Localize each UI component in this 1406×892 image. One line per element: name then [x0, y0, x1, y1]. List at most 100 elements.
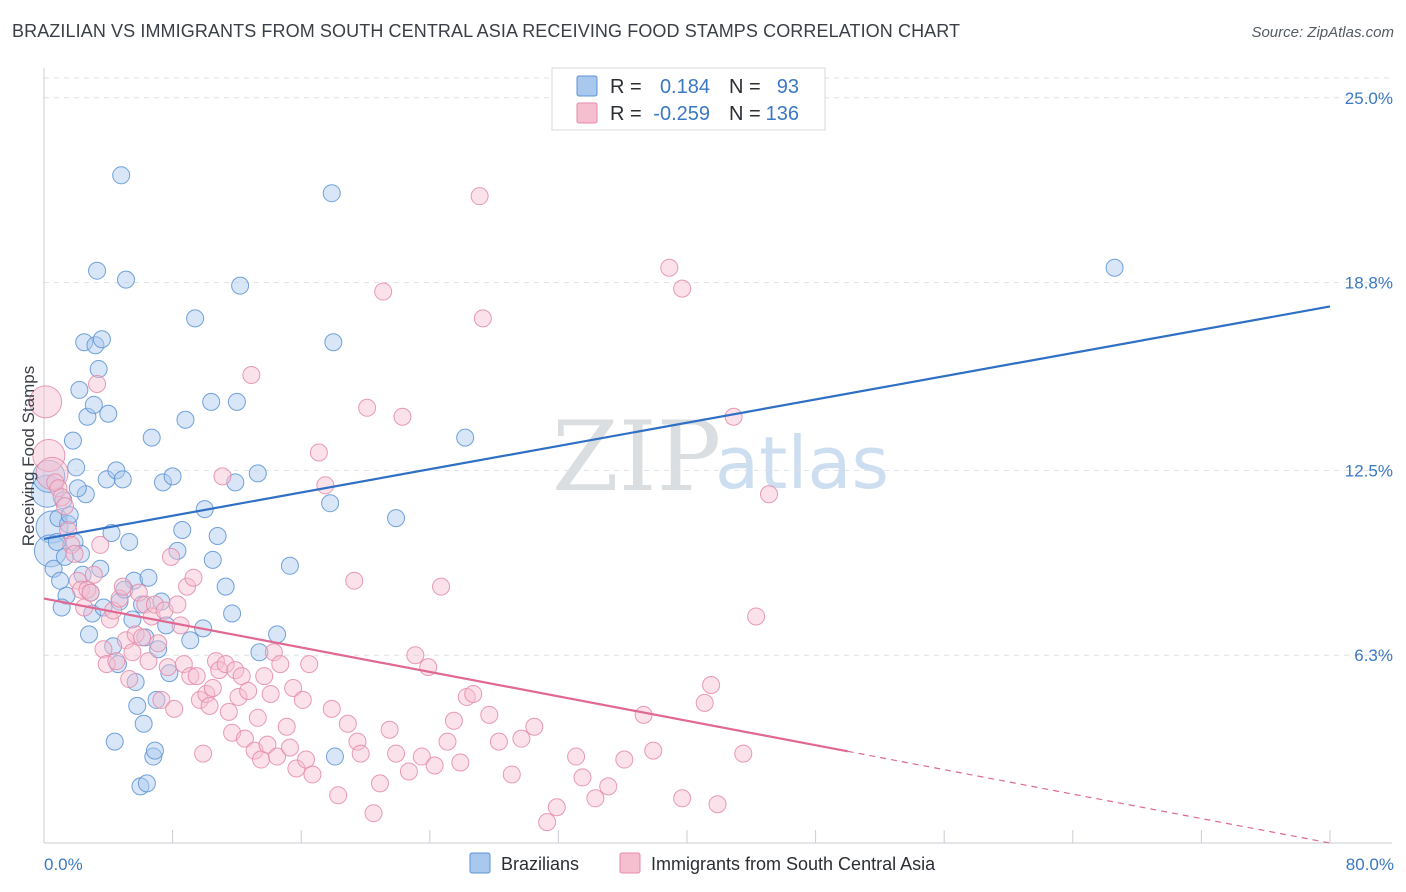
data-point-brazilians — [107, 461, 126, 480]
legend-swatch-pink — [576, 102, 598, 124]
data-point-south-central-asia — [444, 711, 463, 730]
grid-lines — [44, 77, 1392, 656]
data-point-south-central-asia — [71, 580, 90, 599]
data-point-brazilians — [88, 261, 107, 280]
data-point-south-central-asia — [184, 568, 203, 587]
data-point-south-central-asia — [351, 744, 370, 763]
data-point-south-central-asia — [451, 753, 470, 772]
data-point-south-central-asia — [525, 717, 544, 736]
data-point-south-central-asia — [123, 643, 142, 662]
data-point-south-central-asia — [464, 684, 483, 703]
data-point-brazilians — [231, 276, 250, 295]
data-point-south-central-asia — [406, 646, 425, 665]
watermark-zip: ZIP — [552, 401, 721, 513]
data-point-brazilians — [120, 532, 139, 551]
data-point-brazilians — [147, 690, 166, 709]
axes — [43, 68, 1392, 844]
y-tick-label: 6.3% — [1354, 646, 1393, 665]
data-point-south-central-asia — [149, 634, 168, 653]
y-axis-label: Receiving Food Stamps — [19, 366, 38, 546]
data-point-south-central-asia — [213, 467, 232, 486]
data-point-brazilians — [113, 470, 132, 489]
data-point-brazilians — [59, 515, 78, 534]
source-credit: Source: ZipAtlas.com — [1251, 24, 1394, 41]
data-point-south-central-asia — [94, 640, 113, 659]
data-point-south-central-asia — [232, 667, 251, 686]
data-point-south-central-asia — [194, 744, 213, 763]
data-point-south-central-asia — [88, 374, 107, 393]
data-point-south-central-asia — [268, 747, 287, 766]
data-point-brazilians — [387, 509, 406, 528]
data-point-south-central-asia — [255, 667, 274, 686]
data-point-brazilians — [128, 696, 147, 715]
trend-lines — [43, 305, 1331, 844]
data-point-brazilians — [105, 732, 124, 751]
data-point-brazilians — [63, 431, 82, 450]
data-point-brazilians — [92, 330, 111, 349]
legend-swatch-south-central-asia — [619, 852, 641, 874]
data-point-south-central-asia — [35, 456, 69, 490]
data-point-south-central-asia — [489, 732, 508, 751]
data-point-south-central-asia — [329, 786, 348, 805]
data-point-south-central-asia — [425, 756, 444, 775]
data-point-brazilians — [78, 407, 97, 426]
chart-title: BRAZILIAN VS IMMIGRANTS FROM SOUTH CENTR… — [12, 21, 961, 41]
data-point-south-central-asia — [174, 655, 193, 674]
watermark-atlas: atlas — [715, 421, 889, 505]
data-point-brazilians — [67, 458, 86, 477]
data-point-south-central-asia — [219, 702, 238, 721]
y-tick-label: 25.0% — [1345, 89, 1393, 108]
data-point-brazilians — [115, 580, 134, 599]
data-point-brazilians — [325, 747, 344, 766]
data-point-south-central-asia — [660, 258, 679, 277]
data-point-south-central-asia — [287, 759, 306, 778]
data-point-south-central-asia — [432, 577, 451, 596]
data-point-brazilians — [216, 577, 235, 596]
data-point-south-central-asia — [348, 732, 367, 751]
data-point-south-central-asia — [547, 798, 566, 817]
data-point-brazilians — [176, 410, 195, 429]
data-point-south-central-asia — [242, 366, 261, 385]
data-point-south-central-asia — [399, 762, 418, 781]
data-point-south-central-asia — [284, 679, 303, 697]
data-point-south-central-asia — [239, 681, 258, 700]
y-tick-label: 18.8% — [1345, 274, 1393, 293]
data-point-brazilians — [116, 270, 135, 289]
data-point-south-central-asia — [309, 443, 328, 462]
data-point-south-central-asia — [370, 774, 389, 793]
data-point-brazilians — [137, 774, 156, 793]
data-point-south-central-asia — [634, 705, 653, 724]
x-tick-label-min: 0.0% — [44, 855, 83, 874]
data-point-south-central-asia — [158, 658, 177, 677]
data-point-south-central-asia — [644, 741, 663, 760]
data-point-brazilians — [102, 524, 121, 542]
legend-swatch-blue — [576, 75, 598, 97]
y-tick-label: 12.5% — [1345, 461, 1393, 480]
data-point-south-central-asia — [120, 670, 139, 689]
data-point-brazilians — [223, 604, 242, 623]
data-point-south-central-asia — [412, 747, 431, 766]
data-point-brazilians — [71, 544, 90, 563]
data-point-south-central-asia — [322, 699, 341, 718]
data-point-south-central-asia — [216, 655, 235, 674]
data-point-south-central-asia — [695, 693, 714, 712]
data-point-brazilians — [142, 428, 161, 447]
legend-label-brazilians: Brazilians — [501, 854, 579, 874]
legend-r-value-pink: -0.259 — [653, 103, 710, 125]
data-point-south-central-asia — [297, 750, 316, 769]
data-point-brazilians — [89, 360, 108, 379]
series-south-central-asia — [29, 187, 778, 832]
data-point-south-central-asia — [673, 279, 692, 298]
data-point-brazilians — [324, 333, 343, 352]
data-point-south-central-asia — [258, 735, 277, 754]
data-point-brazilians — [60, 506, 79, 525]
data-point-brazilians — [145, 741, 164, 760]
data-point-south-central-asia — [97, 655, 116, 674]
data-point-south-central-asia — [387, 744, 406, 763]
data-point-south-central-asia — [277, 717, 296, 736]
data-point-south-central-asia — [470, 187, 489, 206]
series-legend: Brazilians Immigrants from South Central… — [469, 852, 936, 874]
legend-label-south-central-asia: Immigrants from South Central Asia — [651, 854, 936, 874]
data-point-south-central-asia — [235, 729, 254, 748]
data-point-south-central-asia — [129, 583, 148, 602]
